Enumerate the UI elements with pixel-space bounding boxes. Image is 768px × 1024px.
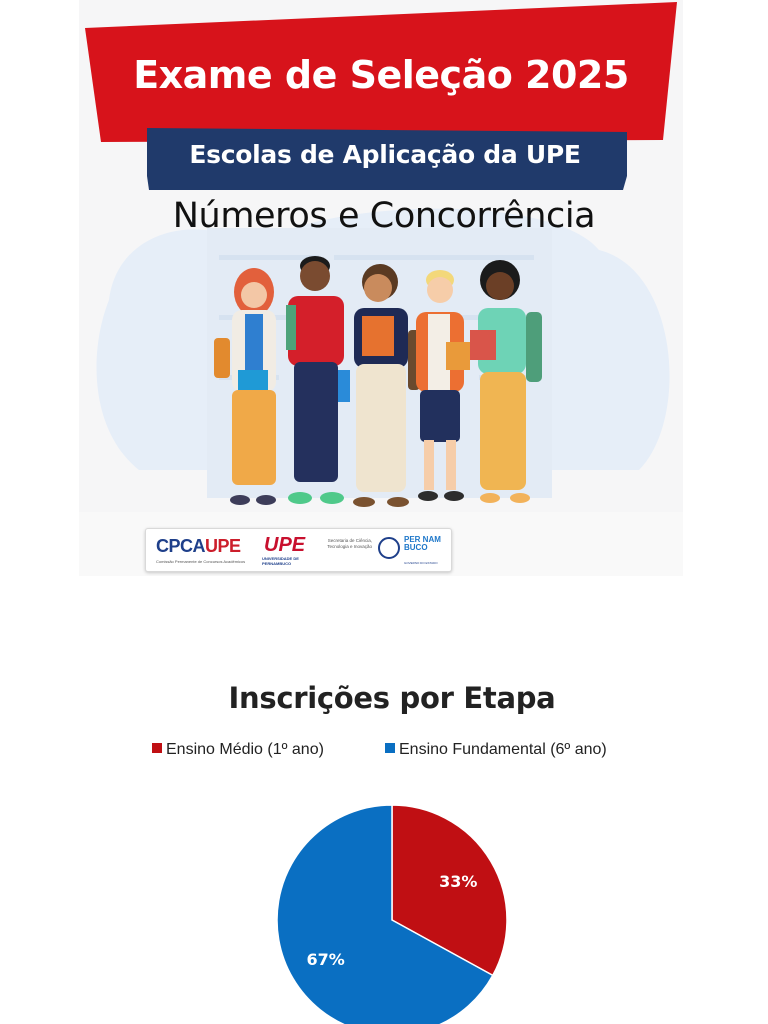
legend-item-ensino-fundamental: Ensino Fundamental (6º ano)	[385, 741, 607, 759]
student-1	[214, 268, 276, 505]
state-seal-icon	[378, 537, 400, 559]
page-title: Números e Concorrência	[172, 196, 596, 236]
student-3	[353, 264, 420, 507]
legend-swatch-ensino-medio	[152, 743, 162, 753]
pie-label-ensino-fundamental: 67%	[307, 950, 345, 969]
student-5	[470, 260, 542, 503]
pie-label-ensino-medio: 33%	[439, 872, 477, 891]
legend-label-ensino-fundamental: Ensino Fundamental (6º ano)	[399, 741, 607, 758]
legend-label-ensino-medio: Ensino Médio (1º ano)	[166, 741, 324, 758]
banner-title: Exame de Seleção 2025	[133, 53, 629, 97]
cpca-logo: CPCAUPE	[156, 536, 241, 556]
pernambuco-logo-caption: GOVERNO DO ESTADO	[404, 561, 438, 565]
legend-item-ensino-medio: Ensino Médio (1º ano)	[152, 741, 324, 759]
upe-logo: UPE	[264, 534, 306, 556]
pie-chart: 33% 67%	[276, 804, 508, 1024]
pie-slice-ensino-fundamental	[276, 804, 494, 1024]
cpca-logo-caption: Comissão Permanente de Concursos Acadêmi…	[156, 559, 246, 564]
partner-logos: CPCAUPE Comissão Permanente de Concursos…	[145, 528, 452, 572]
pernambuco-logo: PER NAM BUCO	[404, 535, 441, 552]
student-2	[286, 256, 350, 504]
chart-title: Inscrições por Etapa	[228, 681, 556, 715]
upe-logo-caption: UNIVERSIDADE DE PERNAMBUCO	[262, 556, 299, 566]
legend-swatch-ensino-fundamental	[385, 743, 395, 753]
banner-subtitle: Escolas de Aplicação da UPE	[189, 140, 581, 169]
students-illustration	[214, 256, 542, 507]
title-ribbon	[85, 2, 677, 190]
student-4	[416, 270, 470, 501]
secretaria-logo: Secretaria de Ciência, Tecnologia e Inov…	[327, 538, 372, 549]
pie-slice-ensino-medio	[391, 804, 508, 977]
